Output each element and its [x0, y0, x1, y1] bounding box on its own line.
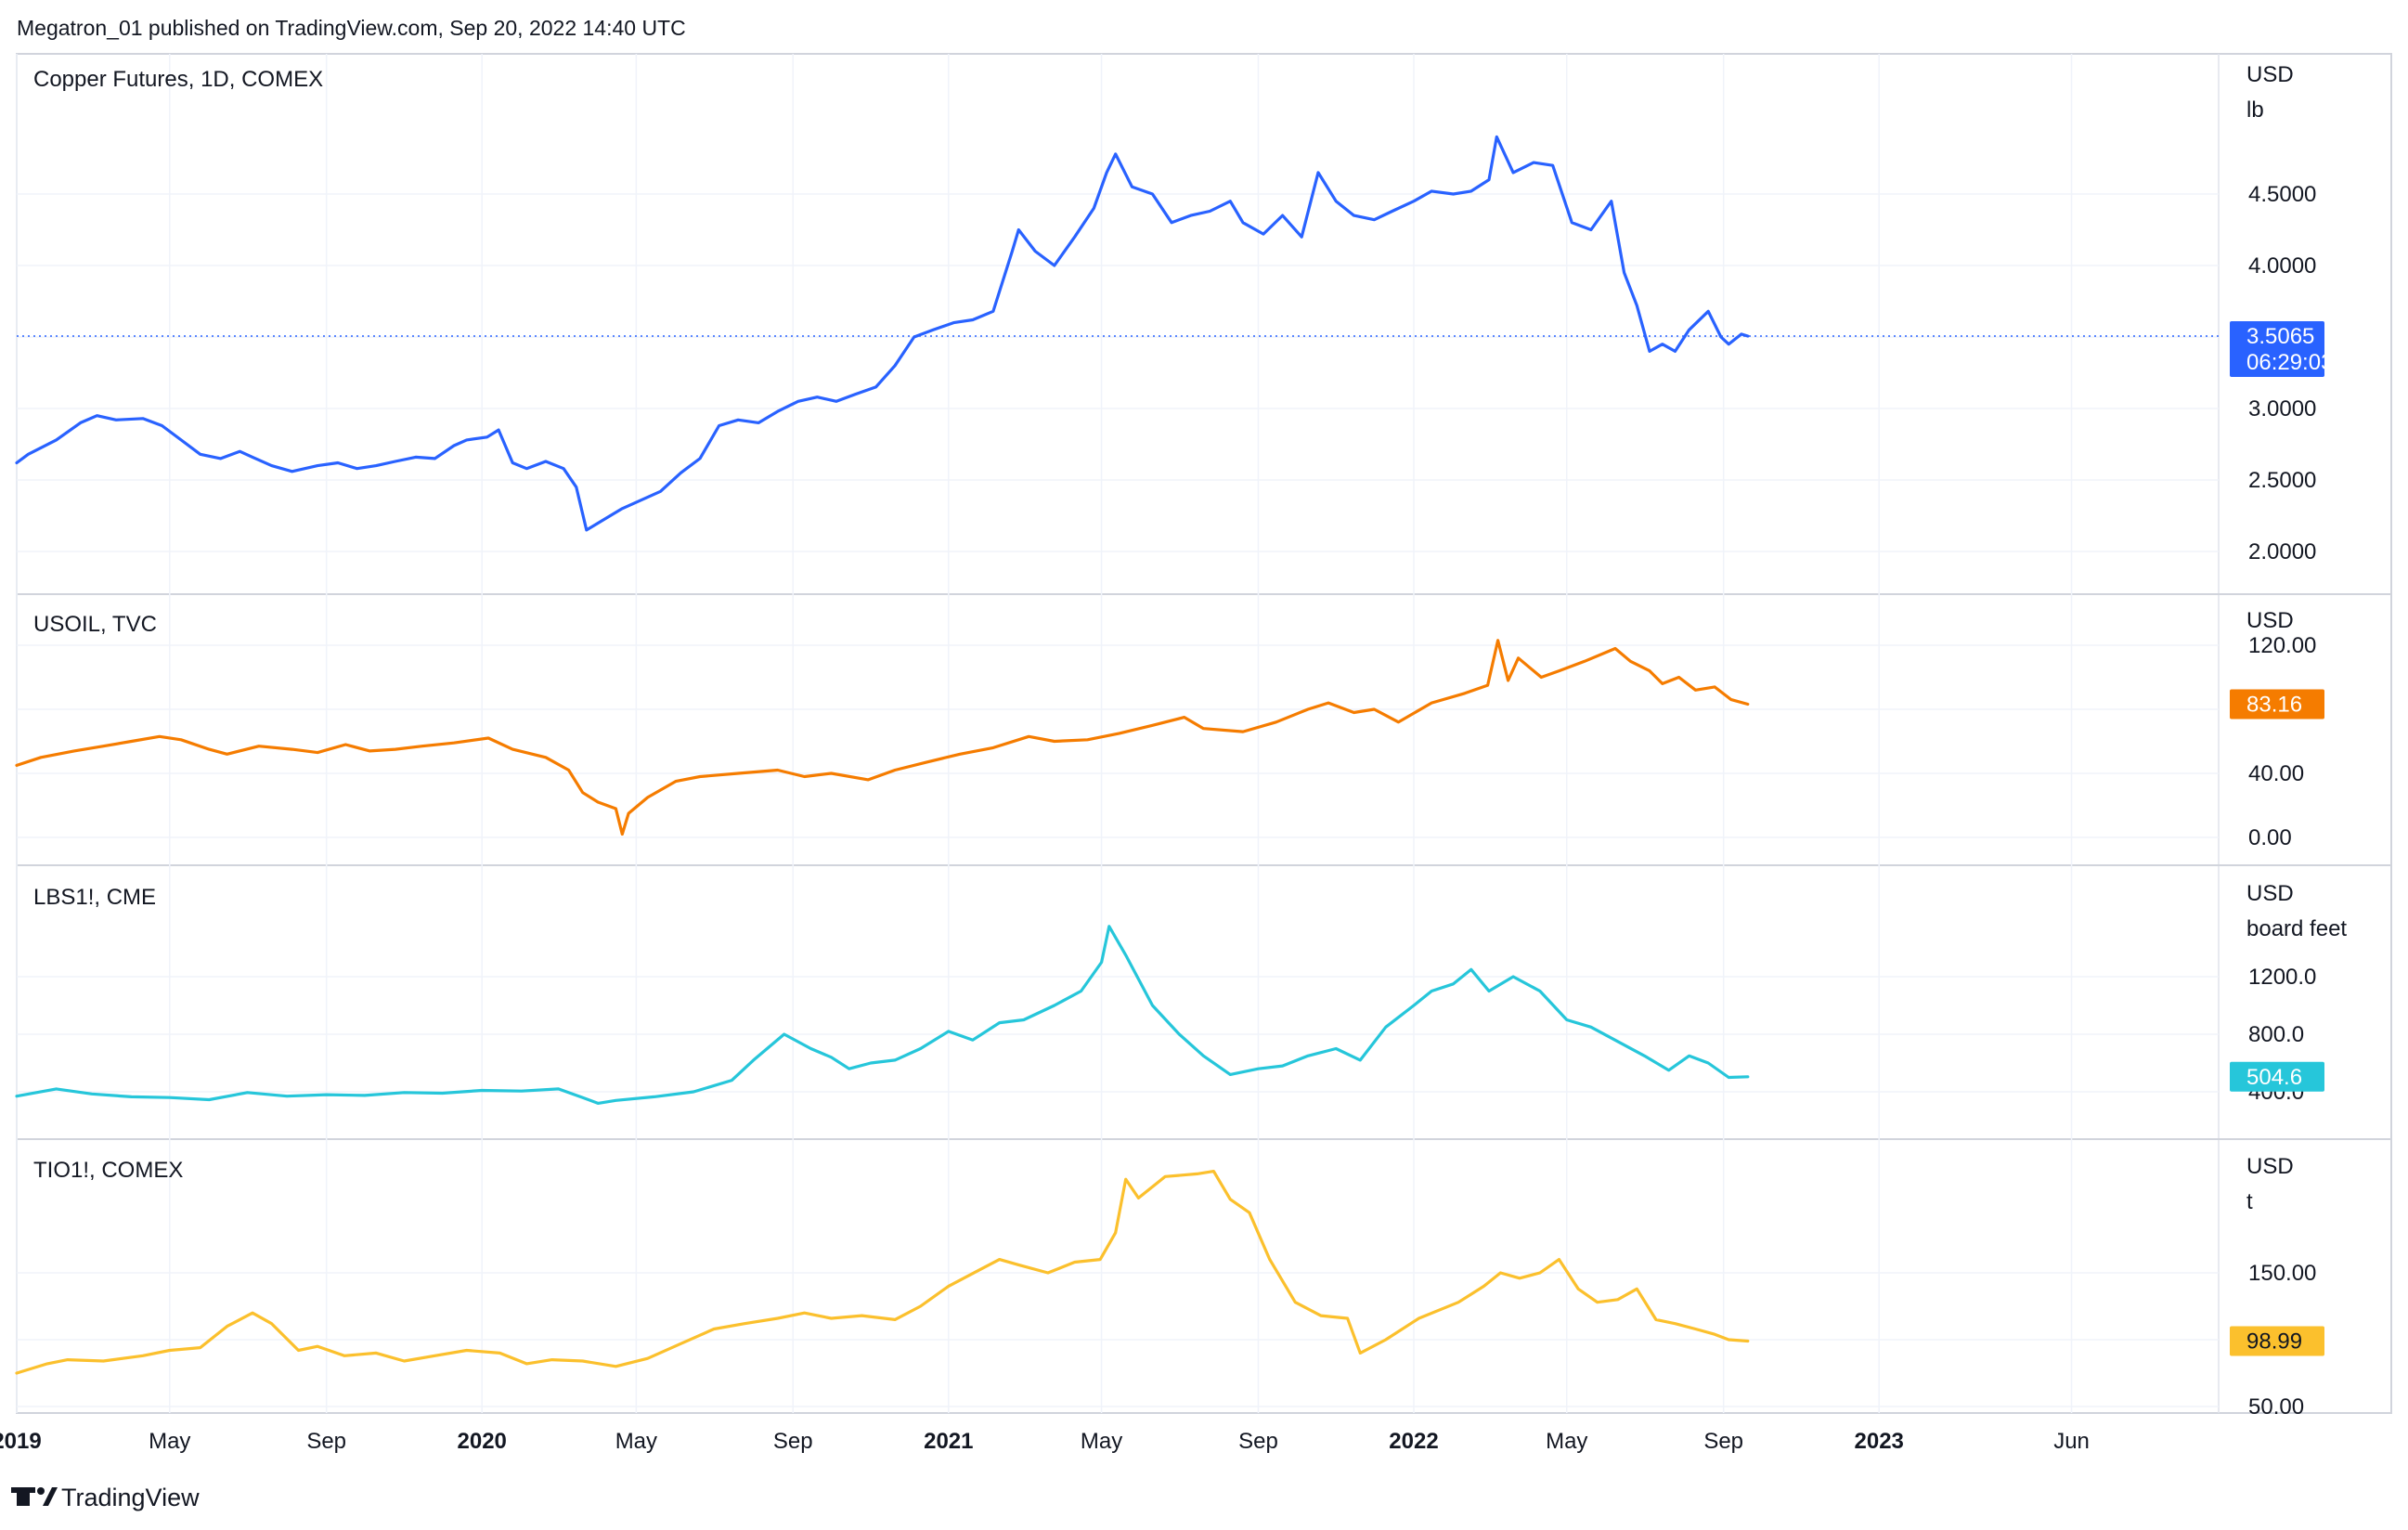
last-value-badge-lumber — [2230, 1061, 2324, 1092]
series-line-lumber — [15, 925, 1750, 1105]
pane-unit-copper: lb — [2246, 97, 2264, 123]
grid-lines — [16, 54, 2219, 1413]
y-tick-label: 40.00 — [2248, 761, 2304, 786]
pane-currency-oil: USD — [2246, 608, 2294, 633]
x-tick-label: May — [1546, 1429, 1587, 1454]
last-value-label: 83.16 — [2246, 693, 2302, 718]
x-tick-label: Sep — [1703, 1429, 1743, 1454]
x-tick-label: May — [149, 1429, 190, 1454]
countdown-label: 06:29:03 — [2246, 350, 2333, 375]
y-tick-label: 0.00 — [2248, 825, 2292, 850]
pane-unit-lumber: board feet — [2246, 916, 2347, 941]
pane-unit-iron: t — [2246, 1189, 2253, 1214]
y-tick-label: 150.00 — [2248, 1261, 2316, 1286]
y-tick-label: 2.0000 — [2248, 539, 2316, 564]
x-tick-label: Sep — [773, 1429, 813, 1454]
x-tick-label: Jun — [2053, 1429, 2090, 1454]
x-tick-label: May — [615, 1429, 657, 1454]
series-layer — [15, 135, 1750, 1375]
last-value-badge-oil — [2230, 689, 2324, 720]
x-tick-label: 2019 — [0, 1429, 42, 1454]
pane-title-lumber: LBS1!, CME — [33, 885, 156, 910]
x-tick-label: 2022 — [1389, 1429, 1438, 1454]
x-tick-label: 2023 — [1855, 1429, 1904, 1454]
y-tick-label: 4.0000 — [2248, 253, 2316, 279]
series-line-oil — [15, 639, 1750, 836]
series-line-iron — [15, 1170, 1750, 1375]
series-line-copper — [15, 135, 1750, 532]
y-tick-label: 800.0 — [2248, 1022, 2304, 1047]
tradingview-logo[interactable]: TradingView — [11, 1484, 200, 1511]
pane-currency-iron: USD — [2246, 1154, 2294, 1179]
pane-title-iron: TIO1!, COMEX — [33, 1158, 183, 1183]
x-tick-label: May — [1081, 1429, 1122, 1454]
y-tick-label: 4.5000 — [2248, 182, 2316, 207]
x-tick-label: Sep — [306, 1429, 346, 1454]
last-value-badge-iron — [2230, 1326, 2324, 1356]
x-tick-label: Sep — [1238, 1429, 1278, 1454]
y-tick-label: 1200.0 — [2248, 965, 2316, 990]
y-tick-label: 120.00 — [2248, 633, 2316, 658]
tradingview-logo-icon — [11, 1487, 58, 1506]
last-value-label: 3.5065 — [2246, 324, 2314, 349]
last-value-label: 504.6 — [2246, 1065, 2302, 1090]
x-tick-label: 2020 — [458, 1429, 507, 1454]
last-value-label: 98.99 — [2246, 1329, 2302, 1354]
pane-title-copper: Copper Futures, 1D, COMEX — [33, 67, 323, 92]
publish-header: Megatron_01 published on TradingView.com… — [17, 16, 686, 40]
pane-currency-copper: USD — [2246, 62, 2294, 87]
y-tick-label: 3.0000 — [2248, 396, 2316, 421]
tradingview-logo-text: TradingView — [61, 1484, 200, 1511]
x-tick-label: 2021 — [924, 1429, 973, 1454]
x-axis-ticks: 2019 May Sep 2020 May Sep 2021 May Sep 2022 May Sep… — [0, 1429, 2090, 1454]
last-value-badge-copper — [2230, 320, 2324, 377]
pane-title-oil: USOIL, TVC — [33, 612, 157, 637]
y-tick-label: 2.5000 — [2248, 468, 2316, 493]
y-tick-label: 50.00 — [2248, 1394, 2304, 1420]
pane-currency-lumber: USD — [2246, 881, 2294, 906]
